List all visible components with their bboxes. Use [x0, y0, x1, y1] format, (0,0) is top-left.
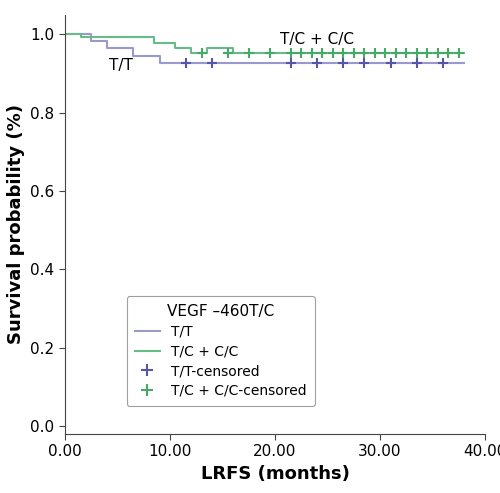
Text: T/C + C/C: T/C + C/C — [280, 32, 354, 47]
Y-axis label: Survival probability (%): Survival probability (%) — [7, 105, 25, 344]
Legend: T/T, T/C + C/C, T/T-censored, T/C + C/C-censored: T/T, T/C + C/C, T/T-censored, T/C + C/C-… — [126, 296, 315, 406]
X-axis label: LRFS (months): LRFS (months) — [200, 465, 350, 483]
Text: T/T: T/T — [109, 58, 133, 73]
